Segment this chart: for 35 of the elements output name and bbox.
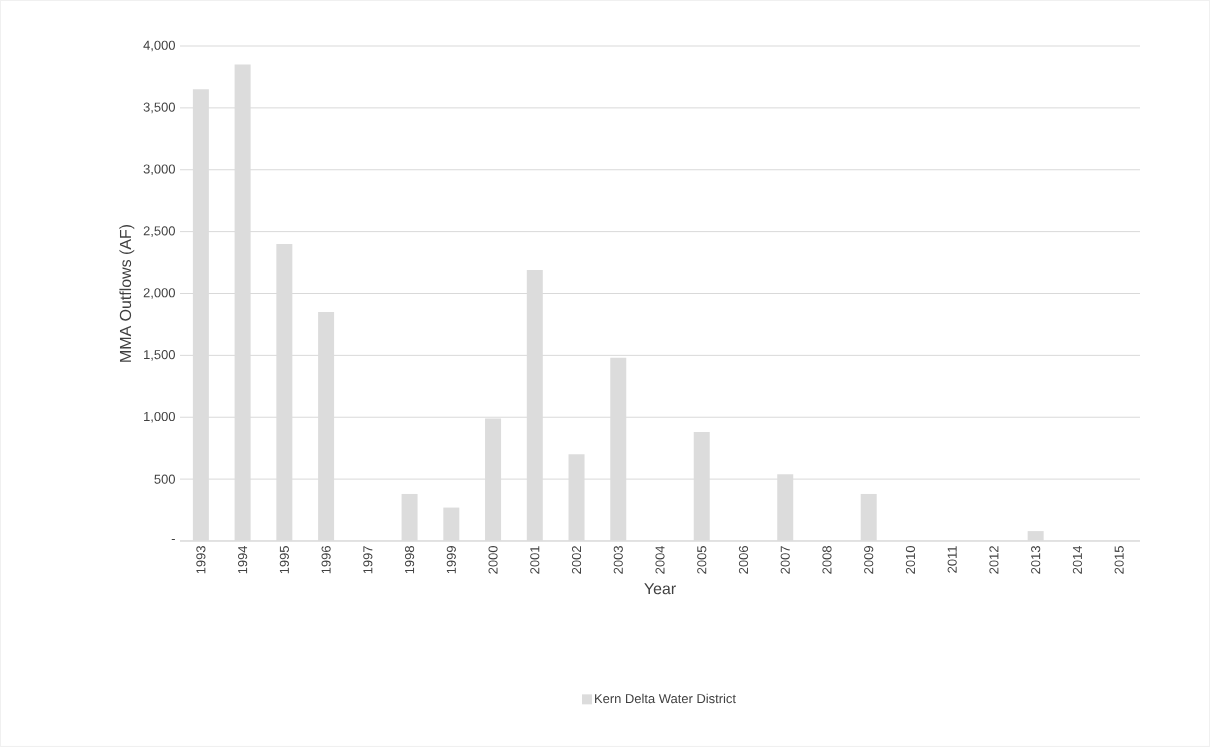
x-tick-label: 2010 [905, 546, 916, 574]
x-tick-label: 2009 [864, 546, 874, 574]
y-tick-label: 500 [154, 474, 175, 484]
legend-label: Kern Delta Water District [595, 693, 736, 704]
x-tick-label: 2003 [613, 546, 623, 574]
x-tick-label: 1998 [404, 546, 415, 574]
y-tick-label: 3,000 [143, 164, 175, 176]
x-tick-label: 2002 [571, 546, 582, 574]
x-tick-label: 2011 [947, 546, 957, 573]
x-tick-label: 2006 [738, 546, 749, 574]
x-tick-label: 2012 [989, 546, 999, 574]
x-tick-label: 2005 [697, 546, 707, 574]
x-tick-label: 2001 [530, 546, 540, 574]
x-tick-label: 1994 [238, 545, 248, 574]
y-tick-label: 3,500 [143, 102, 175, 114]
x-tick-label: 2014 [1072, 545, 1082, 574]
x-tick-label: 2015 [1114, 546, 1124, 574]
y-tick-label: 1,500 [144, 350, 175, 361]
x-tick-label: 2007 [780, 546, 790, 574]
y-axis-title: MMA Outflows (AF) [119, 224, 135, 362]
x-tick-label: 1997 [363, 546, 373, 574]
x-tick-label: 1999 [446, 546, 456, 574]
x-tick-label: 2004 [655, 545, 665, 574]
y-tick-label: 2,000 [143, 288, 175, 299]
y-tick-label: 2,500 [143, 226, 175, 237]
x-tick-label: 1995 [279, 546, 289, 574]
x-tick-label: 2013 [1031, 546, 1041, 574]
y-tick-label: 4,000 [143, 40, 175, 52]
x-tick-label: 2000 [488, 546, 498, 574]
y-tick-label: - [171, 539, 175, 541]
x-tick-label: 1993 [196, 546, 206, 574]
y-tick-label: 1,000 [144, 411, 175, 423]
x-axis-title: Year [644, 583, 676, 595]
x-tick-label: 2008 [822, 546, 832, 574]
x-tick-label: 1996 [321, 546, 331, 574]
